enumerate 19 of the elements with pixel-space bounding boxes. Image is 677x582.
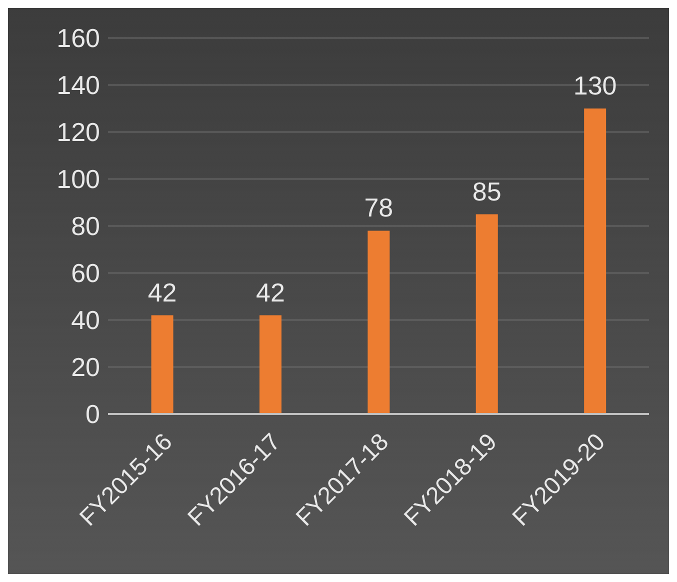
y-tick-label: 20 [71, 352, 100, 382]
data-label: 130 [573, 70, 617, 100]
data-label: 42 [148, 277, 177, 308]
y-tick-label: 0 [86, 399, 100, 430]
y-tick-label: 80 [71, 211, 100, 242]
bar [259, 315, 282, 414]
bar [151, 315, 174, 414]
data-label: 78 [364, 192, 394, 223]
y-tick-label: 40 [71, 305, 100, 336]
bar [368, 230, 390, 414]
bar [584, 108, 606, 414]
data-label: 42 [256, 277, 285, 308]
bar [476, 214, 498, 414]
y-tick-label: 60 [71, 258, 100, 288]
y-tick-label: 140 [56, 70, 100, 100]
data-label: 85 [472, 176, 502, 206]
y-tick-label: 160 [56, 23, 100, 54]
y-tick-label: 120 [56, 117, 100, 148]
y-tick-label: 100 [56, 164, 100, 194]
